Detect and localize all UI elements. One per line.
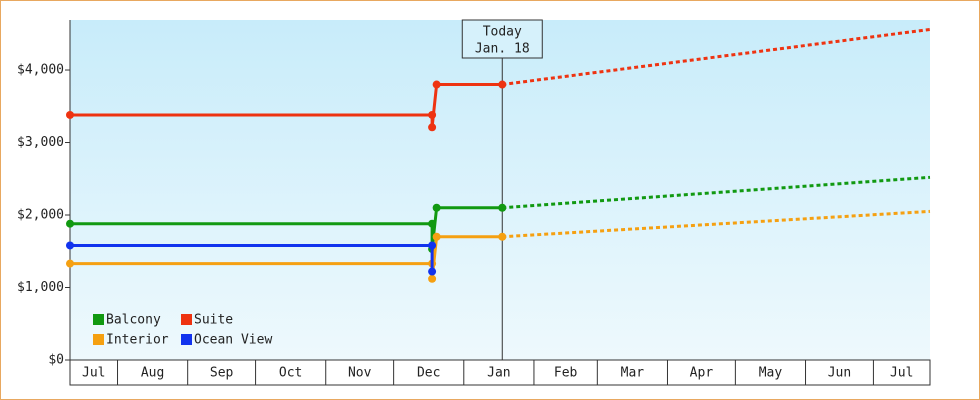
today-date: Jan. 18	[475, 42, 530, 57]
today-box	[461, 19, 543, 59]
point	[66, 219, 74, 228]
today-label: Today	[483, 25, 522, 40]
point	[428, 274, 437, 283]
x-tick-label: Jan	[487, 366, 510, 381]
x-tick-label: Jul	[890, 366, 913, 381]
plot-area	[70, 20, 930, 360]
y-tick-label: $4,000	[17, 63, 64, 78]
point	[498, 232, 507, 241]
point	[498, 80, 507, 89]
forecast-line	[502, 209, 931, 239]
legend-swatch	[181, 314, 192, 325]
y-tick-label: $3,000	[17, 135, 64, 150]
x-tick-label: Jul	[82, 366, 105, 381]
y-tick-label: $2,000	[17, 208, 64, 223]
legend-swatch	[181, 334, 192, 345]
point	[432, 80, 441, 89]
x-tick-label: Sep	[210, 366, 234, 381]
point	[66, 259, 74, 268]
y-tick-label: $1,000	[17, 280, 64, 295]
x-tick-label: May	[759, 366, 783, 381]
legend-swatch	[93, 314, 104, 325]
x-tick-label: Dec	[417, 366, 440, 381]
legend-label: Interior	[106, 333, 169, 348]
point	[498, 203, 507, 212]
point	[66, 110, 74, 119]
x-tick-label: Aug	[141, 366, 164, 381]
point	[432, 203, 441, 212]
x-tick-label: Jun	[828, 366, 851, 381]
legend-label: Balcony	[106, 313, 161, 328]
y-tick-label: $0	[48, 353, 64, 368]
point	[428, 110, 437, 119]
point	[428, 123, 437, 132]
forecast-line	[502, 175, 931, 210]
x-tick-label: Mar	[621, 366, 645, 381]
legend-label: Suite	[194, 313, 233, 328]
x-tick-label: Apr	[690, 366, 714, 381]
point	[428, 267, 437, 276]
forecast-line	[502, 27, 931, 87]
x-tick-label: Oct	[279, 366, 302, 381]
legend-label: Ocean View	[194, 333, 272, 348]
month-bar	[69, 359, 931, 386]
x-tick-label: Feb	[554, 366, 578, 381]
point	[66, 241, 74, 250]
point	[428, 219, 437, 228]
point	[432, 232, 441, 241]
point	[428, 241, 437, 250]
legend-swatch	[93, 334, 104, 345]
x-tick-label: Nov	[348, 366, 372, 381]
